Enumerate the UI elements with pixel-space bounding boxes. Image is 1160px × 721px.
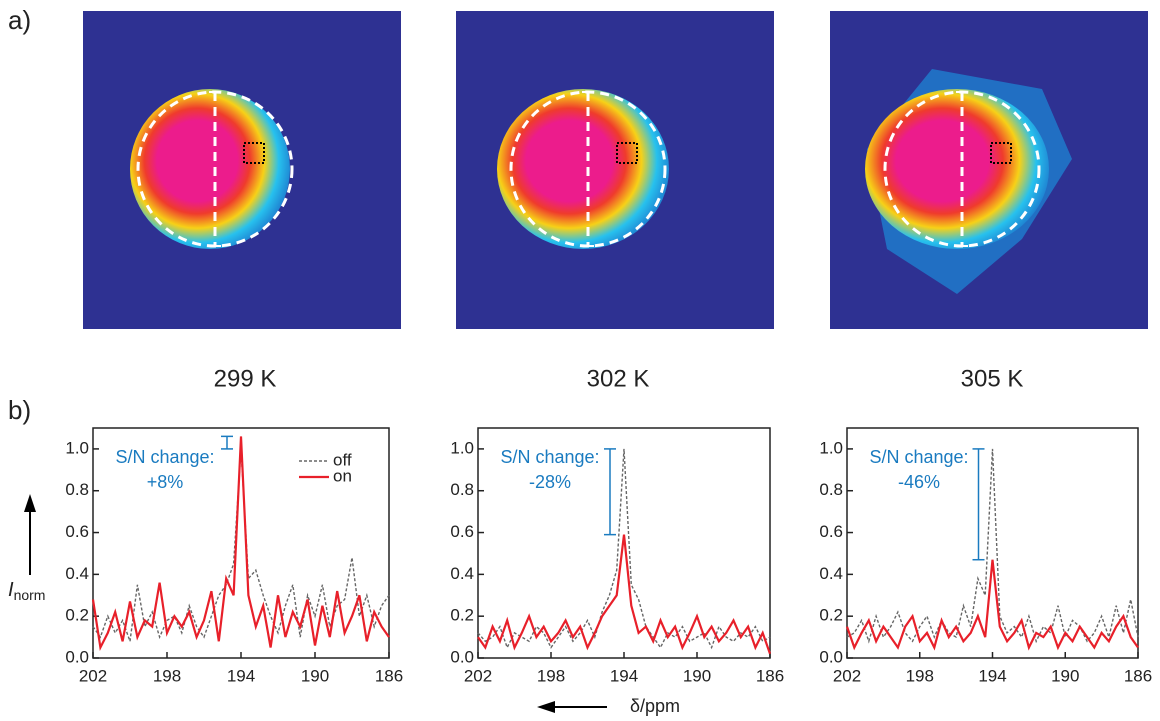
legend-label: off — [333, 450, 352, 469]
y-tick-label: 0.2 — [65, 606, 89, 625]
x-tick-label: 198 — [153, 666, 181, 685]
y-tick-label: 0.6 — [450, 522, 474, 541]
x-tick-label: 194 — [978, 666, 1006, 685]
x-tick-label: 190 — [1051, 666, 1079, 685]
annotation: S/N change: — [115, 447, 214, 467]
x-tick-label: 202 — [464, 666, 492, 685]
y-tick-label: 0.0 — [819, 647, 843, 666]
y-tick-label: 0.6 — [819, 522, 843, 541]
y-tick-label: 1.0 — [65, 438, 89, 457]
heatmap-blob — [865, 89, 1049, 249]
y-tick-label: 0.0 — [65, 647, 89, 666]
y-axis-label: Inorm — [8, 579, 45, 602]
annotation: S/N change: — [500, 447, 599, 467]
series-line — [845, 559, 1139, 651]
voxel — [990, 142, 1012, 164]
series-line — [477, 448, 771, 650]
y-tick-label: 0.0 — [450, 647, 474, 666]
y-tick-label: 0.4 — [450, 564, 474, 583]
axis-arrowhead — [537, 701, 555, 713]
annotation: +8% — [147, 472, 184, 492]
line-chart: 0.0 0.2 0.4 0.6 0.8 1.0 202 198 194 190 186 S/N cha… — [819, 427, 1152, 685]
y-tick-label: 0.2 — [450, 606, 474, 625]
y-tick-label: 0.4 — [819, 564, 843, 583]
legend-label: on — [333, 466, 352, 485]
series-line — [477, 534, 772, 655]
panel-label: a) — [8, 5, 31, 35]
x-tick-label: 194 — [227, 666, 255, 685]
y-tick-label: 0.8 — [819, 480, 843, 499]
x-axis-label: δ/ppm — [630, 696, 680, 716]
annotation: -28% — [529, 472, 571, 492]
x-tick-label: 202 — [833, 666, 861, 685]
y-tick-label: 0.6 — [65, 522, 89, 541]
y-label-sub: norm — [14, 587, 46, 603]
annotation: S/N change: — [869, 447, 968, 467]
x-tick-label: 198 — [537, 666, 565, 685]
y-tick-label: 1.0 — [450, 438, 474, 457]
y-tick-label: 1.0 — [819, 438, 843, 457]
temperature-label: 302 K — [587, 365, 650, 392]
heatmap-blob — [130, 89, 290, 249]
line-chart: 0.0 0.2 0.4 0.6 0.8 1.0 202 198 194 190 186 S/N cha… — [450, 427, 784, 716]
x-tick-label: 202 — [79, 666, 107, 685]
x-tick-label: 186 — [375, 666, 403, 685]
series-line — [846, 448, 1139, 644]
y-label-main: I — [8, 579, 14, 601]
x-tick-label: 186 — [1124, 666, 1152, 685]
axis-arrowhead — [24, 494, 36, 512]
temperature-label: 305 K — [961, 365, 1024, 392]
line-chart: 0.0 0.2 0.4 0.6 0.8 1.0 202 198 194 190 186 S/N cha… — [8, 427, 403, 685]
temperature-label: 299 K — [214, 365, 277, 392]
heatmap-blob — [497, 89, 669, 249]
voxel — [243, 142, 265, 164]
x-tick-label: 194 — [610, 666, 638, 685]
series-line — [91, 436, 390, 652]
x-tick-label: 198 — [906, 666, 934, 685]
y-tick-label: 0.2 — [819, 606, 843, 625]
panel-label: b) — [8, 395, 31, 425]
x-tick-label: 190 — [683, 666, 711, 685]
x-tick-label: 190 — [301, 666, 329, 685]
voxel — [616, 142, 638, 164]
annotation: -46% — [898, 472, 940, 492]
y-tick-label: 0.8 — [65, 480, 89, 499]
y-tick-label: 0.4 — [65, 564, 89, 583]
x-tick-label: 186 — [756, 666, 784, 685]
y-tick-label: 0.8 — [450, 480, 474, 499]
